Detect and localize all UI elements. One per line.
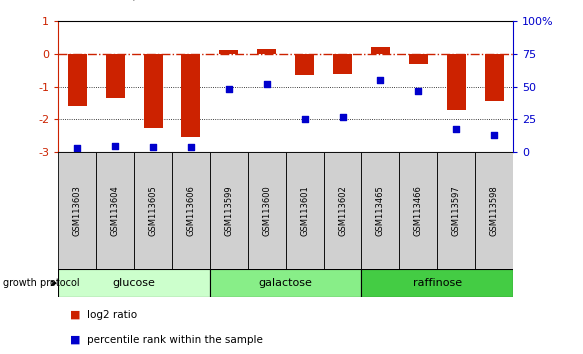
Point xyxy=(413,88,423,93)
Point xyxy=(187,144,196,150)
Text: GSM113603: GSM113603 xyxy=(73,185,82,236)
Text: GSM113599: GSM113599 xyxy=(224,185,233,236)
Text: GSM113602: GSM113602 xyxy=(338,185,347,236)
Text: GSM113597: GSM113597 xyxy=(452,185,461,236)
Point xyxy=(451,126,461,131)
FancyBboxPatch shape xyxy=(58,269,210,297)
Text: GSM113605: GSM113605 xyxy=(149,185,157,236)
FancyBboxPatch shape xyxy=(248,152,286,269)
Text: GSM113606: GSM113606 xyxy=(187,185,195,236)
Text: GSM113600: GSM113600 xyxy=(262,185,271,236)
Text: log2 ratio: log2 ratio xyxy=(87,310,138,320)
Point xyxy=(338,114,347,120)
Point xyxy=(110,143,120,149)
Text: GSM113466: GSM113466 xyxy=(414,185,423,236)
Bar xyxy=(333,54,352,74)
Text: GSM113598: GSM113598 xyxy=(490,185,498,236)
Bar xyxy=(409,54,428,64)
FancyBboxPatch shape xyxy=(324,152,361,269)
Bar xyxy=(143,54,163,128)
Text: growth protocol: growth protocol xyxy=(3,278,79,288)
Point xyxy=(72,145,82,151)
Text: ■: ■ xyxy=(70,335,80,345)
FancyBboxPatch shape xyxy=(58,152,96,269)
FancyBboxPatch shape xyxy=(96,152,134,269)
Text: GSM113604: GSM113604 xyxy=(111,185,120,236)
Bar xyxy=(106,54,125,98)
Point xyxy=(300,117,309,122)
FancyBboxPatch shape xyxy=(475,152,513,269)
Bar xyxy=(219,50,238,54)
FancyBboxPatch shape xyxy=(134,152,172,269)
Text: glucose: glucose xyxy=(113,278,156,288)
FancyBboxPatch shape xyxy=(210,269,361,297)
Bar xyxy=(295,54,314,75)
FancyBboxPatch shape xyxy=(210,152,248,269)
Text: GDS2505 / 1050: GDS2505 / 1050 xyxy=(70,0,173,2)
Bar xyxy=(447,54,466,110)
Point xyxy=(375,78,385,83)
Bar xyxy=(68,54,87,106)
Bar xyxy=(484,54,504,102)
Point xyxy=(489,132,498,138)
Bar xyxy=(181,54,201,137)
Text: ■: ■ xyxy=(70,310,80,320)
FancyBboxPatch shape xyxy=(437,152,475,269)
Point xyxy=(224,86,233,92)
Text: GSM113601: GSM113601 xyxy=(300,185,309,236)
Text: GSM113465: GSM113465 xyxy=(376,185,385,236)
Bar xyxy=(257,49,276,54)
FancyBboxPatch shape xyxy=(361,269,513,297)
FancyBboxPatch shape xyxy=(361,152,399,269)
Text: raffinose: raffinose xyxy=(413,278,462,288)
Point xyxy=(148,144,157,150)
FancyBboxPatch shape xyxy=(286,152,324,269)
Bar xyxy=(371,47,390,54)
Text: percentile rank within the sample: percentile rank within the sample xyxy=(87,335,264,345)
Point xyxy=(262,81,271,87)
FancyBboxPatch shape xyxy=(399,152,437,269)
FancyBboxPatch shape xyxy=(172,152,210,269)
Text: galactose: galactose xyxy=(259,278,312,288)
